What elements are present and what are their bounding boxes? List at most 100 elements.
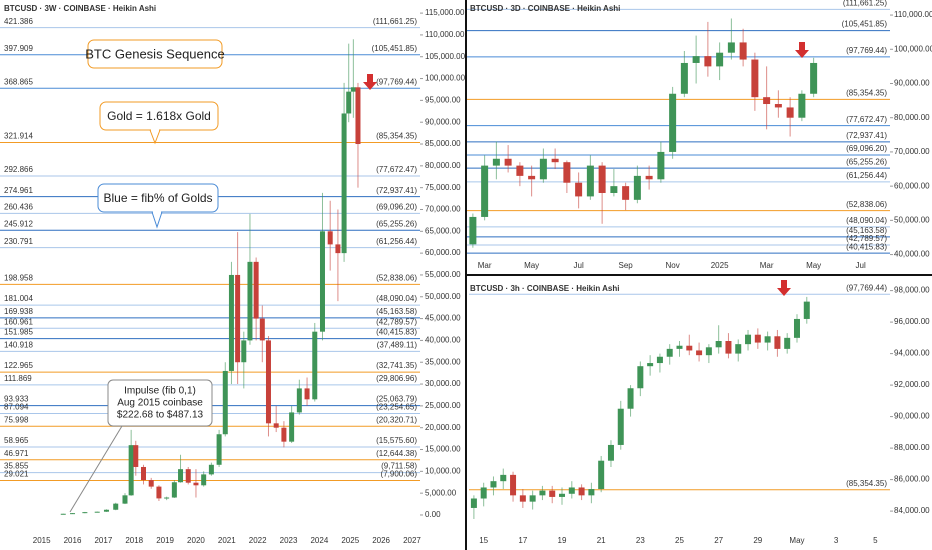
candle-body [82,512,88,514]
y-tick-label: 40,000.00 [894,250,930,259]
level-label: (40,415.83) [846,242,887,251]
candle-body [128,445,134,496]
y-tick-label: 15,000.00 [425,445,461,454]
candle-body [539,158,547,180]
candle-body [156,486,162,499]
candle-body [657,151,665,180]
chart-title: BTCUSD · 3h · COINBASE · Heikin Ashi [470,284,620,293]
candle-body [568,487,575,494]
level-label: (20,320.71) [376,415,417,424]
y-tick-label: 110,000.00 [425,30,465,39]
x-tick-label: Jul [856,261,866,270]
candle-body [529,495,536,502]
candle-body [774,104,782,108]
ratio-label: 245.912 [4,219,33,228]
callout-text: BTC Genesis Sequence [85,46,224,61]
candle-body [617,408,624,445]
candle-body [289,412,295,442]
candle-body [247,261,253,341]
candle-body [622,186,630,200]
candle-body [763,97,771,105]
y-tick-label: 40,000.00 [425,336,461,345]
candle-body [647,363,654,367]
callout-box [87,39,223,69]
ratio-label: 198.958 [4,273,33,282]
candle-body [739,42,747,60]
level-label: (111,661.25) [843,0,888,7]
candle-body [70,513,76,515]
ratio-label: 230.791 [4,237,33,246]
level-label: (72,937.41) [846,131,887,140]
candle-body [539,490,546,496]
y-tick-label: 50,000.00 [425,292,461,301]
candle-body [704,56,712,67]
x-tick-label: Sep [619,261,634,270]
x-tick-label: 2016 [64,536,82,545]
candle-body [281,427,287,442]
level-label: (65,255.26) [376,219,417,228]
level-label: (72,937.41) [376,186,417,195]
candle-body [171,482,177,498]
x-tick-label: 2019 [156,536,174,545]
level-label: (23,254.65) [376,403,417,412]
candle-body [355,87,361,145]
candle-body [113,503,119,510]
level-label: (77,672.47) [846,115,887,124]
x-tick-label: 29 [753,536,762,545]
ratio-label: 111.869 [4,374,32,383]
ratio-label: 140.918 [4,340,33,349]
y-tick-label: 98,000.00 [894,286,930,295]
x-tick-label: 2025 [711,261,729,270]
x-tick-label: Mar [760,261,774,270]
candle-body [259,318,265,341]
ratio-label: 75.998 [4,415,29,424]
candle-body [610,186,618,193]
y-tick-label: 80,000.00 [425,161,461,170]
level-label: (48,090.04) [846,216,887,225]
candle-body [341,113,347,254]
y-tick-label: 70,000.00 [425,205,461,214]
candle-body [786,107,794,118]
callout-text: Impulse (fib 0,1) [124,386,196,397]
level-label: (45,163.58) [376,307,417,316]
y-tick-label: 94,000.00 [894,349,930,358]
y-tick-label: 65,000.00 [425,226,461,235]
level-label: (7,900.06) [381,470,418,479]
level-label: (48,090.04) [376,294,417,303]
x-tick-label: 2018 [125,536,143,545]
candle-body [103,509,109,512]
x-tick-label: 5 [873,536,878,545]
candle-body [696,350,703,356]
y-tick-label: 0.00 [425,510,441,519]
level-label: (77,672.47) [376,165,417,174]
level-label: (69,096.20) [376,203,417,212]
ratio-label: 160.961 [4,317,33,326]
x-tick-label: 2027 [403,536,421,545]
y-tick-label: 25,000.00 [425,401,461,410]
ratio-label: 368.865 [4,77,33,86]
ratio-label: 169.938 [4,307,33,316]
candle-body [686,345,693,351]
y-tick-label: 75,000.00 [425,183,461,192]
y-tick-label: 95,000.00 [425,95,461,104]
ratio-label: 93.933 [4,395,29,404]
y-tick-label: 20,000.00 [425,423,461,432]
candle-body [346,91,352,114]
x-tick-label: 15 [479,536,488,545]
y-tick-label: 90,000.00 [894,79,930,88]
y-tick-label: 88,000.00 [894,443,930,452]
candle-body [578,487,585,496]
candle-body [575,182,583,197]
ratio-label: 46.971 [4,449,29,458]
candle-body [656,356,663,364]
level-label: (52,838.06) [376,273,417,282]
x-tick-label: 2022 [249,536,267,545]
x-tick-label: 2025 [341,536,359,545]
y-tick-label: 110,000.00 [894,10,932,19]
candle-body [637,366,644,389]
candle-body [296,388,302,413]
x-tick-label: May [524,261,539,270]
candle-body [751,59,759,98]
